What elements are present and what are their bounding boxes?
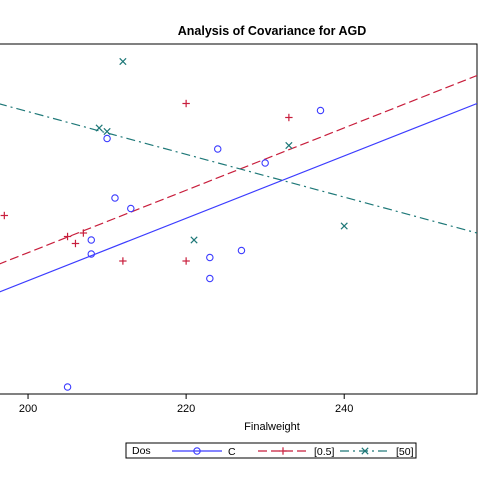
data-point-circle <box>127 204 135 213</box>
data-point-x <box>95 124 103 132</box>
data-point-plus <box>0 211 9 220</box>
legend-marker-x <box>361 447 369 455</box>
data-point-plus <box>285 113 293 122</box>
legend-label: C <box>228 446 236 458</box>
data-point-plus <box>182 257 190 265</box>
x-axis-label: Finalweight <box>244 421 300 433</box>
data-point-circle <box>63 383 72 391</box>
data-point-x <box>119 57 127 66</box>
data-point-circle <box>237 246 246 255</box>
legend-label: [0.5] <box>314 446 335 458</box>
legend-label: [50] <box>396 446 414 458</box>
x-axis: 200 220 240 <box>19 394 353 415</box>
legend-marker-plus <box>279 447 287 455</box>
data-point-x <box>340 222 348 230</box>
data-point-circle <box>87 250 96 258</box>
data-point-circle <box>213 145 222 153</box>
data-point-circle <box>206 253 214 262</box>
fit-line-plus <box>0 74 477 265</box>
data-point-circle <box>206 274 214 283</box>
chart-title: Analysis of Covariance for AGD <box>178 24 366 38</box>
data-point-plus <box>79 229 88 237</box>
data-point-plus <box>119 257 127 265</box>
x-tick-label: 240 <box>335 403 353 415</box>
data-point-circle <box>316 106 325 115</box>
legend-title: Dos <box>132 445 151 457</box>
plot-frame <box>0 43 478 395</box>
x-tick-label: 200 <box>19 403 37 415</box>
data-point-plus <box>182 99 190 108</box>
data-point-x <box>285 141 293 150</box>
data-point-circle <box>87 236 96 244</box>
fit-line-circle <box>0 102 477 293</box>
data-point-circle <box>103 134 111 143</box>
data-point-circle <box>261 159 269 167</box>
data-points <box>0 57 348 391</box>
fit-line-x <box>0 103 477 234</box>
data-point-x <box>103 127 111 136</box>
legend-items: C [0.5] [50] <box>172 446 414 458</box>
x-tick-label: 220 <box>177 403 195 415</box>
data-point-plus <box>63 232 72 241</box>
data-point-circle <box>111 194 119 202</box>
legend: Dos C [0.5] [50] <box>125 442 417 459</box>
data-point-x <box>190 236 198 244</box>
data-point-plus <box>71 239 80 248</box>
legend-marker-circle <box>193 447 201 455</box>
fit-lines <box>0 74 477 293</box>
